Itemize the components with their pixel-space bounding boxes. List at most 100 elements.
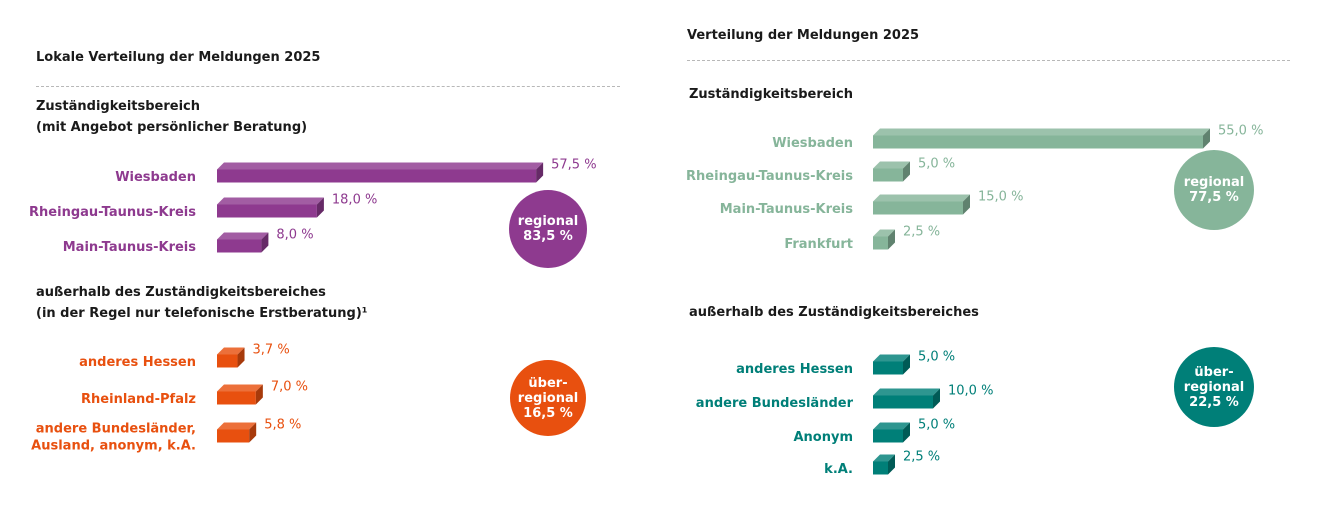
chart-panel-right: Verteilung der Meldungen 2025 Zuständigk…: [650, 0, 1320, 528]
bar-value-label: 3,7 %: [253, 343, 290, 358]
bar-front-face: [873, 361, 903, 375]
bar-front-face: [873, 429, 903, 443]
bar-front-face: [873, 135, 1203, 149]
bar-top-face: [217, 384, 263, 392]
bar: [873, 194, 970, 215]
bar-value-label: 57,5 %: [551, 158, 596, 173]
total-badge-line: regional: [1183, 379, 1245, 395]
bar-front-face: [217, 169, 537, 183]
bar-value-label: 5,0 %: [918, 418, 955, 433]
total-badge-line: regional: [517, 214, 579, 229]
bar-chart-left: 57,5 % Wiesbaden 18,0 % Rheingau-Taunus-Kre…: [29, 158, 597, 454]
bar-top-face: [873, 454, 895, 462]
section-heading-line: Zuständigkeitsbereich: [36, 99, 201, 114]
bar-front-face: [873, 461, 888, 475]
bar-value-label: 5,0 %: [918, 350, 955, 365]
bar-value-label: 5,0 %: [918, 157, 955, 172]
total-badge-line: 77,5 %: [1189, 190, 1239, 205]
bar-value-label: 8,0 %: [276, 228, 313, 243]
bar-side-face: [237, 347, 245, 368]
total-badge-line: 16,5 %: [523, 405, 573, 421]
bar-front-face: [217, 204, 317, 218]
bar-value-label: 55,0 %: [1218, 124, 1263, 139]
bar-value-label: 7,0 %: [271, 380, 308, 395]
bar: [873, 422, 910, 443]
bar: [217, 232, 269, 253]
bar: [217, 384, 263, 405]
section-heading-line: (mit Angebot persönlicher Beratung): [36, 120, 308, 135]
total-badge-ueberregional: über- regional 16,5 %: [510, 360, 586, 436]
total-badge-regional: regional 83,5 %: [509, 190, 587, 268]
bar-top-face: [873, 194, 970, 202]
bar: [873, 229, 895, 250]
bar-side-face: [963, 194, 970, 215]
bar-value-label: 5,8 %: [264, 418, 301, 433]
bar-category-label: Ausland, anonym, k.A.: [31, 439, 196, 454]
bar-category-label: andere Bundesländer: [696, 396, 854, 411]
bar-category-label: anderes Hessen: [79, 355, 196, 370]
bar-front-face: [217, 391, 256, 405]
bar-category-label: Rheingau-Taunus-Kreis: [686, 169, 853, 184]
bar-top-face: [217, 232, 269, 240]
bar-category-label: Rheingau-Taunus-Kreis: [29, 205, 196, 220]
bar-top-face: [873, 128, 1210, 136]
bar-side-face: [933, 388, 940, 409]
total-badge-line: 83,5 %: [523, 229, 573, 244]
bar-side-face: [1203, 128, 1210, 149]
bar-front-face: [873, 168, 903, 182]
bar-top-face: [217, 422, 257, 430]
section-heading-line: außerhalb des Zuständigkeitsbereiches: [689, 305, 979, 320]
bar-category-label: Frankfurt: [784, 237, 853, 252]
bar-side-face: [903, 161, 910, 182]
bar: [217, 422, 257, 443]
section-heading-regional: Zuständigkeitsbereich (mit Angebot persö…: [36, 96, 307, 138]
bar-front-face: [873, 236, 888, 250]
bar: [873, 388, 940, 409]
total-badge-line: 22,5 %: [1189, 394, 1239, 410]
bar-front-face: [873, 201, 963, 215]
bar-side-face: [888, 229, 895, 250]
bar-side-face: [903, 354, 910, 375]
bar: [217, 197, 324, 218]
bar: [873, 161, 910, 182]
total-badge-line: über-: [528, 375, 568, 391]
bar-front-face: [217, 429, 250, 443]
title-separator: [36, 86, 620, 87]
bar-category-label: Wiesbaden: [115, 170, 196, 185]
bar-top-face: [873, 388, 940, 396]
section-heading-line: außerhalb des Zuständigkeitsbereiches: [36, 285, 326, 300]
bar-top-face: [217, 162, 544, 170]
bar-category-label: Main-Taunus-Kreis: [720, 202, 854, 217]
bar-category-label: andere Bundesländer,: [36, 422, 196, 437]
bar-top-face: [217, 197, 324, 205]
bar-top-face: [873, 354, 910, 362]
section-heading-line: Zuständigkeitsbereich: [689, 87, 854, 102]
bar-value-label: 2,5 %: [903, 450, 940, 465]
bar-value-label: 15,0 %: [978, 190, 1023, 205]
bar: [217, 347, 245, 368]
bar: [217, 162, 544, 183]
bar-side-face: [249, 422, 257, 443]
section-heading-regional: Zuständigkeitsbereich: [689, 84, 853, 105]
chart-panel-left: Lokale Verteilung der Meldungen 2025 Zus…: [0, 0, 640, 528]
bar-value-label: 10,0 %: [948, 384, 993, 399]
bar-category-label: k.A.: [824, 462, 853, 477]
total-badge-line: über-: [1194, 364, 1234, 380]
bar-side-face: [261, 232, 269, 253]
bar-front-face: [873, 395, 933, 409]
bar-top-face: [217, 347, 245, 355]
total-badge-regional: regional 77,5 %: [1174, 150, 1254, 230]
bar-category-label: Wiesbaden: [772, 136, 853, 151]
total-badge-line: regional: [517, 390, 579, 406]
section-heading-outside: außerhalb des Zuständigkeitsbereiches (i…: [36, 282, 367, 324]
bar-side-face: [888, 454, 895, 475]
bar-side-face: [536, 162, 544, 183]
section-heading-line: (in der Regel nur telefonische Erstberat…: [36, 306, 368, 321]
bar-top-face: [873, 422, 910, 430]
bar: [873, 128, 1210, 149]
section-heading-outside: außerhalb des Zuständigkeitsbereiches: [689, 302, 979, 323]
bar-front-face: [217, 354, 238, 368]
bar-top-face: [873, 229, 895, 237]
bar-category-label: anderes Hessen: [736, 362, 853, 377]
bar: [873, 354, 910, 375]
